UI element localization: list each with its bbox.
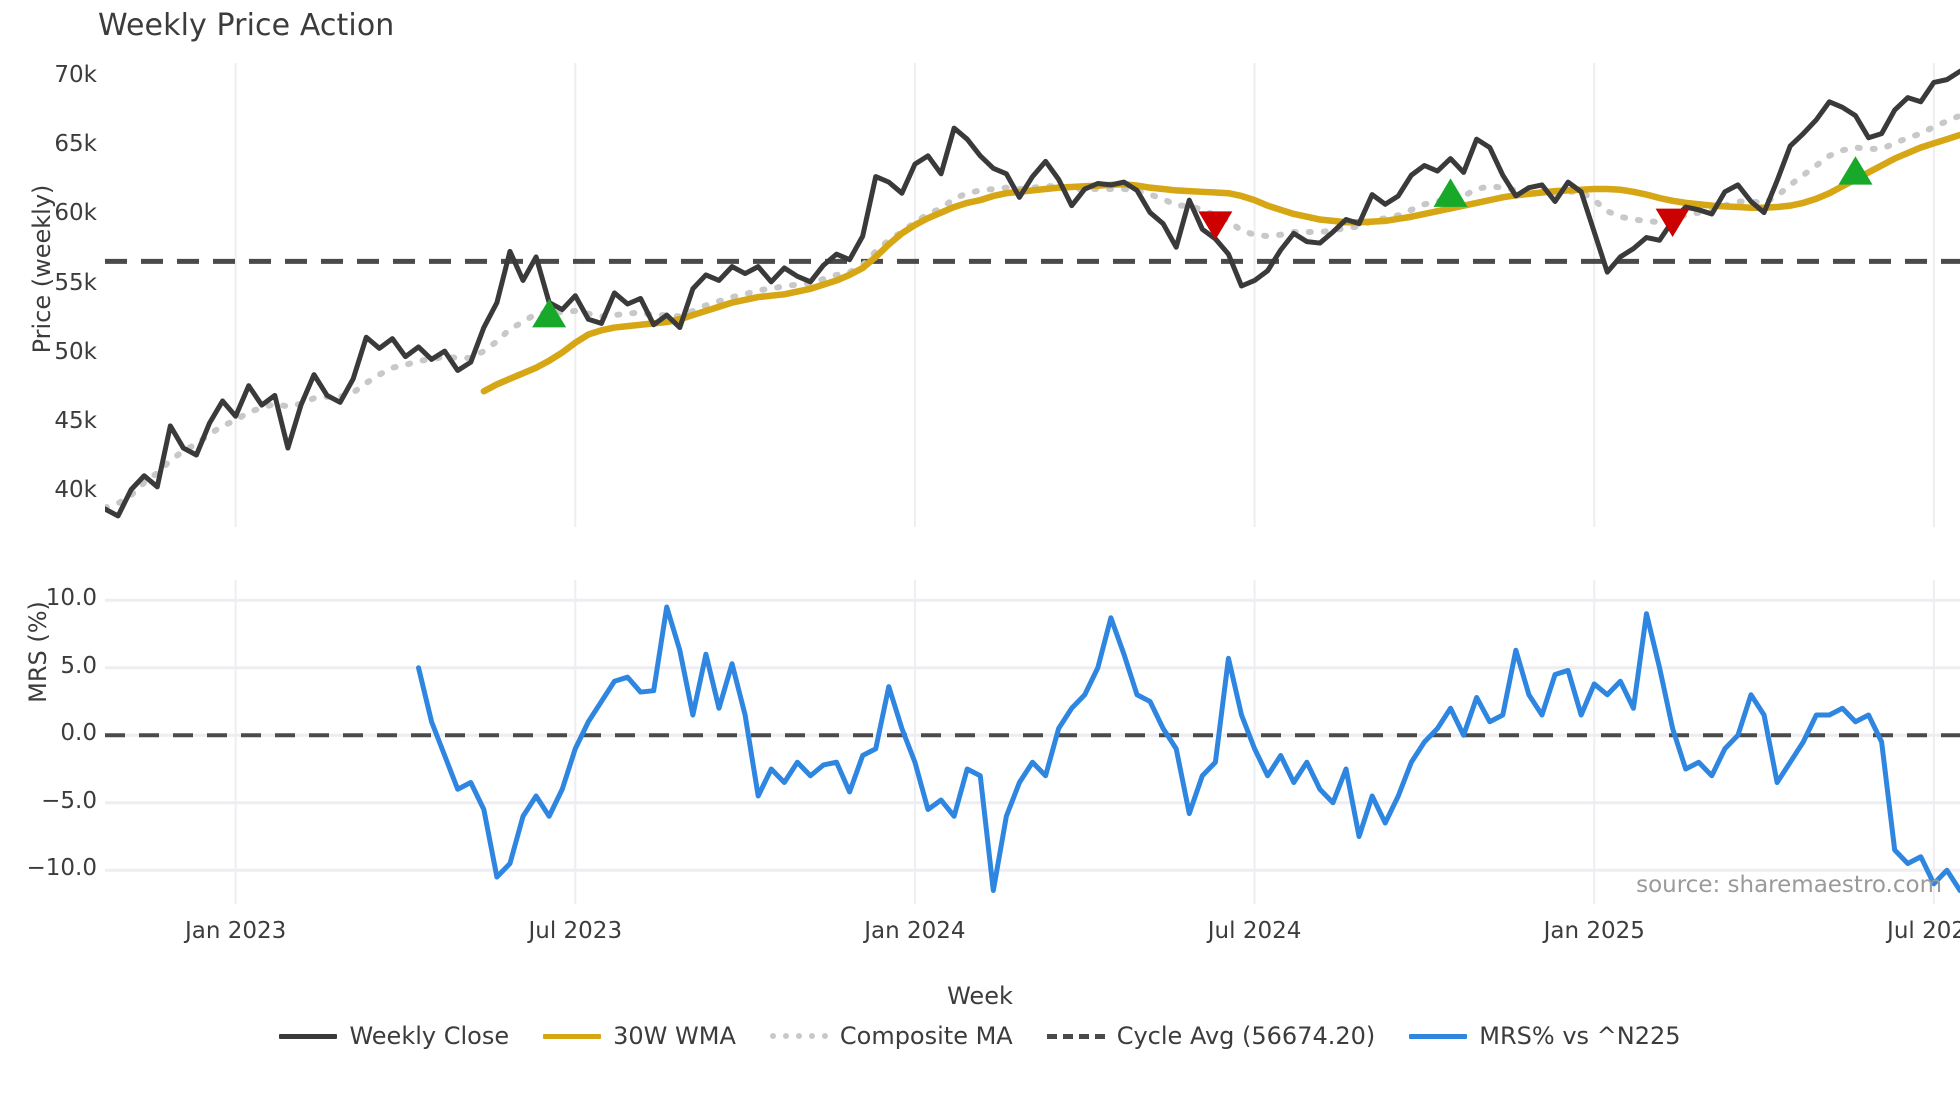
mrs-plot-area <box>105 580 1960 904</box>
sell-signal-marker-3 <box>1655 208 1690 238</box>
x-tick-1: Jul 2023 <box>528 918 623 944</box>
price-y-tick-2: 60k <box>54 200 97 227</box>
legend-composite-ma-dotted-swatch-icon <box>769 1033 828 1039</box>
legend-cycle-avg-label: Cycle Avg (56674.20) <box>1116 1022 1376 1050</box>
price-y-tick-6: 40k <box>54 477 97 504</box>
page-title: Weekly Price Action <box>98 8 395 43</box>
legend-mrs[interactable]: MRS% vs ^N225 <box>1409 1022 1681 1050</box>
legend-weekly-close-label: Weekly Close <box>349 1022 510 1050</box>
mrs-y-tick-3: −5.0 <box>41 787 97 814</box>
buy-signal-marker-2 <box>1433 178 1468 207</box>
mrs-y-tick-4: −10.0 <box>26 855 97 882</box>
legend-composite-ma[interactable]: Composite MA <box>769 1022 1013 1050</box>
x-axis-label: Week <box>947 982 1013 1010</box>
legend-weekly-close[interactable]: Weekly Close <box>279 1022 509 1050</box>
legend-30w-wma-label: 30W WMA <box>613 1022 736 1050</box>
price-y-tick-0: 70k <box>54 61 97 88</box>
weekly-close-line <box>105 68 1960 519</box>
buy-signal-marker-4 <box>1838 156 1873 185</box>
legend-mrs-solid-swatch-icon <box>1409 1033 1468 1039</box>
x-tick-3: Jul 2024 <box>1207 918 1302 944</box>
mrs-y-tick-0: 10.0 <box>45 585 97 612</box>
x-tick-0: Jan 2023 <box>184 918 287 944</box>
mrs-y-tick-labels: 10.0 5.0 0.0 −5.0 −10.0 <box>0 580 97 904</box>
price-plot-area <box>105 63 1960 527</box>
legend-weekly-close-solid-swatch-icon <box>279 1033 338 1039</box>
legend-cycle-avg-dashed-swatch-icon <box>1046 1033 1105 1039</box>
legend-30w-wma[interactable]: 30W WMA <box>543 1022 736 1050</box>
price-y-tick-1: 65k <box>54 131 97 158</box>
x-tick-labels: Jan 2023 Jul 2023 Jan 2024 Jul 2024 Jan 2025… <box>105 918 1960 952</box>
price-y-tick-labels: 70k 65k 60k 55k 50k 45k 40k <box>0 61 97 527</box>
price-y-tick-3: 55k <box>54 269 97 296</box>
chart-legend: Weekly Close 30W WMA Composite MA Cycle Avg… <box>0 1022 1960 1050</box>
source-watermark: source: sharemaestro.com <box>1636 872 1942 898</box>
x-tick-5: Jul 2025 <box>1887 918 1960 944</box>
legend-30w-wma-solid-swatch-icon <box>543 1033 602 1039</box>
mrs-line <box>416 604 1960 893</box>
mrs-y-tick-1: 5.0 <box>60 652 97 679</box>
price-y-tick-4: 50k <box>54 338 97 365</box>
price-y-tick-5: 45k <box>54 408 97 435</box>
mrs-y-tick-2: 0.0 <box>60 720 97 747</box>
legend-composite-ma-label: Composite MA <box>839 1022 1013 1050</box>
legend-mrs-label: MRS% vs ^N225 <box>1479 1022 1681 1050</box>
x-tick-4: Jan 2025 <box>1543 918 1645 944</box>
buy-signal-marker-0 <box>532 298 567 328</box>
x-tick-2: Jan 2024 <box>864 918 966 944</box>
wma-line <box>480 131 1960 395</box>
sell-signal-marker-1 <box>1198 211 1233 240</box>
legend-cycle-avg[interactable]: Cycle Avg (56674.20) <box>1046 1022 1376 1050</box>
